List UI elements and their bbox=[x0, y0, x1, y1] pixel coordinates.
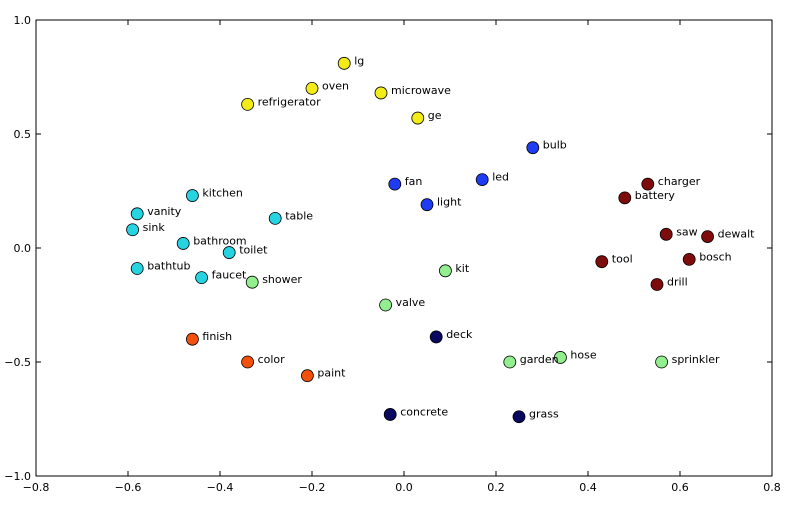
point-label-ge: ge bbox=[428, 109, 442, 122]
scatter-point-lg bbox=[337, 56, 351, 70]
scatter-point-led bbox=[475, 173, 489, 187]
scatter-point-battery bbox=[618, 191, 632, 205]
scatter-point-finish bbox=[185, 332, 199, 346]
scatter-point-concrete bbox=[383, 408, 397, 421]
points-layer bbox=[126, 56, 714, 424]
y-tick-label: −0.5 bbox=[4, 356, 31, 369]
point-label-vanity: vanity bbox=[147, 205, 182, 218]
scatter-point-deck bbox=[429, 330, 443, 344]
point-label-concrete: concrete bbox=[400, 405, 448, 418]
point-label-shower: shower bbox=[262, 273, 302, 286]
point-label-kit: kit bbox=[455, 262, 469, 275]
x-tick-label: 0.6 bbox=[671, 481, 689, 494]
scatter-point-bulb bbox=[526, 141, 540, 155]
point-label-grass: grass bbox=[529, 408, 559, 421]
point-label-bosch: bosch bbox=[699, 250, 731, 263]
scatter-point-charger bbox=[641, 177, 655, 191]
scatter-point-shower bbox=[245, 275, 259, 289]
x-tick-label: −0.8 bbox=[23, 481, 50, 494]
scatter-point-bathroom bbox=[176, 237, 190, 250]
point-label-microwave: microwave bbox=[391, 84, 451, 97]
point-label-color: color bbox=[258, 353, 286, 366]
scatter-point-ge bbox=[411, 111, 425, 125]
x-tick-label: −0.2 bbox=[299, 481, 326, 494]
point-label-garden: garden bbox=[520, 353, 559, 366]
x-tick-label: −0.6 bbox=[115, 481, 142, 494]
scatter-point-garden bbox=[503, 355, 517, 369]
x-tick-label: 0.0 bbox=[395, 481, 413, 494]
point-label-led: led bbox=[492, 171, 509, 184]
point-label-hose: hose bbox=[570, 348, 596, 361]
point-label-table: table bbox=[285, 209, 313, 222]
point-label-battery: battery bbox=[635, 189, 676, 202]
scatter-point-refrigerator bbox=[241, 97, 255, 111]
point-label-lg: lg bbox=[354, 54, 364, 67]
scatter-point-valve bbox=[379, 298, 393, 312]
scatter-point-saw bbox=[659, 227, 673, 241]
scatter-point-paint bbox=[300, 369, 314, 383]
scatter-point-hose bbox=[554, 351, 567, 364]
point-label-kitchen: kitchen bbox=[202, 187, 243, 200]
point-label-bulb: bulb bbox=[543, 139, 567, 152]
scatter-point-light bbox=[420, 198, 434, 212]
scatter-point-drill bbox=[650, 278, 664, 291]
point-label-faucet: faucet bbox=[212, 269, 247, 282]
x-tick-label: −0.4 bbox=[207, 481, 234, 494]
point-label-dewalt: dewalt bbox=[718, 228, 756, 241]
point-label-tool: tool bbox=[612, 253, 633, 266]
point-label-bathtub: bathtub bbox=[147, 260, 190, 273]
scatter-point-oven bbox=[305, 82, 319, 95]
point-label-bathroom: bathroom bbox=[193, 234, 246, 247]
point-label-charger: charger bbox=[658, 175, 701, 188]
scatter-point-sprinkler bbox=[655, 355, 668, 369]
point-label-oven: oven bbox=[322, 79, 349, 92]
point-label-sprinkler: sprinkler bbox=[672, 353, 720, 366]
point-label-light: light bbox=[437, 196, 462, 209]
ticks-layer: −0.8 −0.6 −0.4 −0.2 0.0 0.2 0.4 0.6 0.8 −1.0 −0.5 0… bbox=[4, 14, 780, 494]
y-tick-label: 0.0 bbox=[14, 242, 32, 255]
point-label-sink: sink bbox=[143, 221, 166, 234]
scatter-point-toilet bbox=[222, 246, 236, 259]
scatter-point-grass bbox=[512, 410, 526, 424]
point-label-drill: drill bbox=[667, 275, 688, 288]
scatter-point-fan bbox=[388, 177, 402, 191]
point-label-saw: saw bbox=[676, 225, 697, 238]
point-label-toilet: toilet bbox=[239, 244, 268, 257]
x-tick-label: 0.4 bbox=[579, 481, 597, 494]
scatter-point-kitchen bbox=[185, 189, 199, 202]
scatter-point-color bbox=[241, 355, 255, 369]
y-tick-label: 0.5 bbox=[14, 128, 32, 141]
scatter-point-bosch bbox=[682, 252, 696, 266]
point-label-finish: finish bbox=[202, 330, 232, 343]
y-tick-label: −1.0 bbox=[4, 470, 31, 483]
point-label-fan: fan bbox=[405, 175, 423, 188]
x-tick-label: 0.2 bbox=[487, 481, 505, 494]
scatter-point-kit bbox=[438, 264, 452, 278]
point-label-valve: valve bbox=[396, 296, 426, 309]
scatter-point-vanity bbox=[130, 207, 144, 221]
x-tick-label: 0.8 bbox=[763, 481, 781, 494]
scatter-point-sink bbox=[126, 223, 140, 237]
scatter-point-bathtub bbox=[130, 262, 144, 275]
y-tick-label: 1.0 bbox=[14, 14, 32, 27]
point-label-paint: paint bbox=[317, 367, 346, 380]
scatter-point-faucet bbox=[195, 271, 209, 285]
scatter-point-tool bbox=[595, 255, 609, 269]
scatter-point-dewalt bbox=[701, 230, 714, 244]
scatter-point-table bbox=[268, 211, 282, 225]
point-label-refrigerator: refrigerator bbox=[258, 95, 322, 108]
point-label-deck: deck bbox=[446, 328, 473, 341]
scatter-point-microwave bbox=[374, 86, 388, 100]
